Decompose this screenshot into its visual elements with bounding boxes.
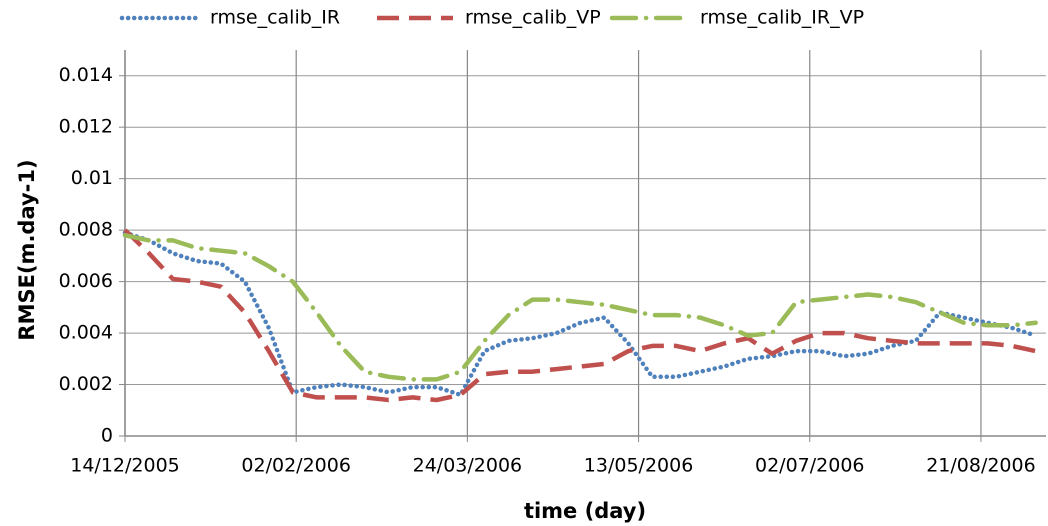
y-tick-label: 0.014 [59,64,113,86]
x-tick-label: 24/03/2006 [413,455,523,477]
legend-label: rmse_calib_IR_VP [700,7,864,29]
series-line [122,233,1038,382]
y-tick-label: 0.008 [59,219,113,241]
x-tick-label: 02/02/2006 [241,455,351,477]
y-tick-label: 0.012 [59,116,113,138]
y-tick-label: 0.002 [59,373,113,395]
x-axis-title: time (day) [524,499,646,523]
x-tick-label: 14/12/2005 [70,455,180,477]
legend-label: rmse_calib_IR [210,7,340,29]
x-tick-label: 21/08/2006 [926,455,1036,477]
x-tick-label: 13/05/2006 [584,455,694,477]
series-line [123,228,1037,403]
y-tick-label: 0 [101,425,113,447]
y-axis-title: RMSE(m.day-1) [15,159,39,340]
series-line [122,230,1038,398]
x-tick-label: 02/07/2006 [755,455,865,477]
y-tick-label: 0.01 [71,167,113,189]
legend-label: rmse_calib_VP [465,7,601,29]
y-tick-label: 0.006 [59,270,113,292]
y-tick-label: 0.004 [59,322,113,344]
